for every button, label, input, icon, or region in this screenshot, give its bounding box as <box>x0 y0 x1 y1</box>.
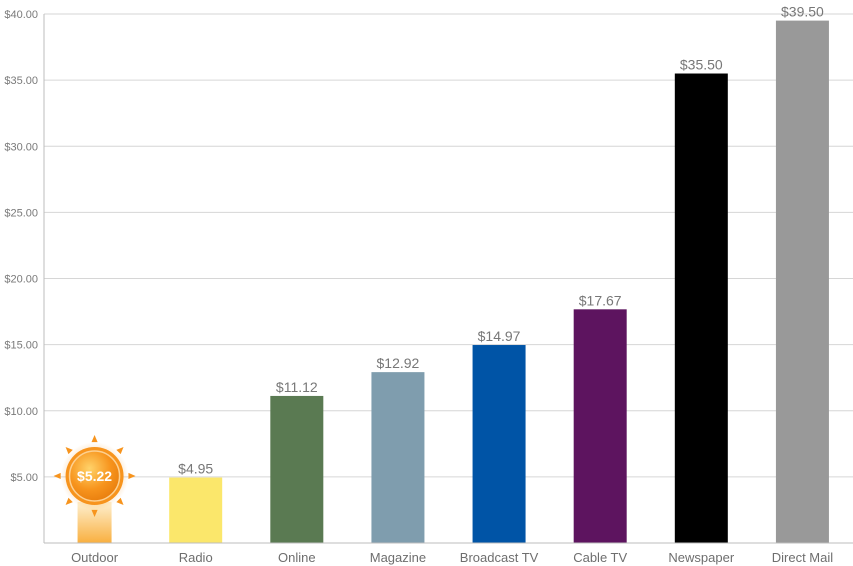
y-tick-label: $15.00 <box>4 340 38 352</box>
bar <box>270 395 324 543</box>
x-tick-label: Outdoor <box>71 550 119 565</box>
y-tick-label: $5.00 <box>10 472 38 484</box>
sun-ray <box>128 472 136 480</box>
y-tick-label: $20.00 <box>4 274 38 286</box>
x-tick-label: Cable TV <box>573 550 627 565</box>
y-tick-label: $40.00 <box>4 9 38 21</box>
data-label: $5.22 <box>77 468 112 484</box>
data-label: $14.97 <box>478 328 521 344</box>
data-label: $11.12 <box>276 379 318 395</box>
x-tick-label: Direct Mail <box>772 550 834 565</box>
bar <box>371 372 425 543</box>
x-tick-label: Radio <box>179 550 213 565</box>
x-tick-label: Magazine <box>370 550 426 565</box>
sun-ray <box>116 497 124 505</box>
bar <box>472 345 526 543</box>
x-axis: Outdoor Radio Online Magazine Broadcast TV Ca… <box>44 542 853 565</box>
y-tick-label: $25.00 <box>4 207 38 219</box>
bars <box>77 20 829 544</box>
data-label: $35.50 <box>680 57 723 73</box>
data-label: $4.95 <box>178 461 213 477</box>
y-axis: $5.00 $10.00 $15.00 $20.00 $25.00 $30.00 $35.0… <box>4 9 45 543</box>
sun-ray <box>65 446 73 455</box>
sun-disc <box>68 450 121 502</box>
y-tick-label: $30.00 <box>4 141 38 153</box>
sun-icon: $5.22 <box>53 434 136 517</box>
x-tick-label: Online <box>278 550 316 565</box>
data-label: $39.50 <box>781 4 824 20</box>
sun-ray <box>91 509 98 517</box>
sun-ray <box>53 472 61 480</box>
y-tick-label: $35.00 <box>4 75 38 87</box>
bar <box>169 477 223 543</box>
data-labels: $5.22 $4.95 $11.12 $12.92 $14.97 $17.67 $35.50… <box>53 4 824 517</box>
bar <box>573 309 627 543</box>
bar <box>674 73 728 543</box>
x-tick-label: Newspaper <box>668 550 734 565</box>
x-tick-label: Broadcast TV <box>460 550 539 565</box>
sun-ray <box>91 434 98 443</box>
gridlines <box>44 13 853 478</box>
sun-ray <box>65 497 73 505</box>
data-label: $12.92 <box>377 355 420 371</box>
sun-ray <box>116 446 124 455</box>
data-label: $17.67 <box>579 292 622 308</box>
y-tick-label: $10.00 <box>4 406 38 418</box>
bar <box>775 20 829 544</box>
